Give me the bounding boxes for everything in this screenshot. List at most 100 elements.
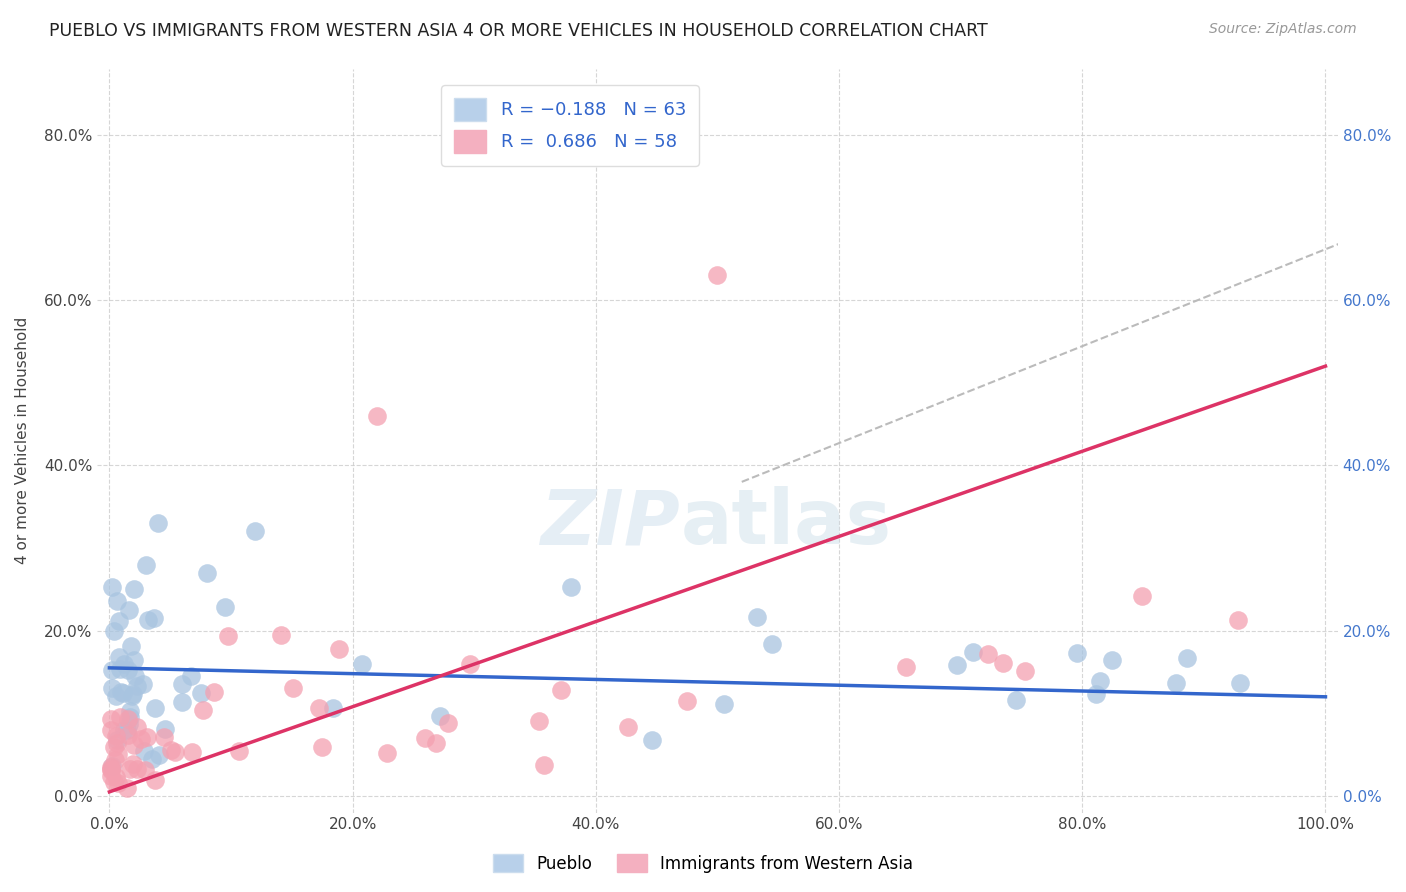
- Point: [1004, 693, 1026, 707]
- Point: [121, 689, 143, 703]
- Point: [120, 639, 142, 653]
- Point: [100, 763, 122, 777]
- Point: [142, 611, 165, 625]
- Point: [962, 645, 984, 659]
- Point: [101, 758, 124, 772]
- Point: [437, 716, 460, 731]
- Point: [146, 516, 169, 531]
- Point: [117, 728, 139, 742]
- Point: [125, 763, 148, 777]
- Point: [104, 752, 127, 766]
- Point: [124, 739, 146, 753]
- Point: [322, 701, 344, 715]
- Text: Source: ZipAtlas.com: Source: ZipAtlas.com: [1209, 22, 1357, 37]
- Point: [103, 775, 125, 789]
- Point: [129, 731, 152, 746]
- Point: [993, 656, 1015, 670]
- Point: [122, 687, 145, 701]
- Point: [533, 758, 555, 772]
- Point: [1101, 653, 1123, 667]
- Point: [1229, 676, 1251, 690]
- Point: [1085, 687, 1108, 701]
- Point: [181, 745, 204, 759]
- Point: [1164, 675, 1187, 690]
- Point: [100, 763, 122, 777]
- Legend: Pueblo, Immigrants from Western Asia: Pueblo, Immigrants from Western Asia: [486, 847, 920, 880]
- Point: [311, 739, 333, 754]
- Point: [1177, 650, 1199, 665]
- Point: [108, 649, 131, 664]
- Point: [122, 582, 145, 597]
- Point: [108, 662, 131, 676]
- Point: [138, 613, 160, 627]
- Point: [105, 732, 128, 747]
- Point: [115, 723, 138, 737]
- Point: [100, 712, 122, 726]
- Point: [1014, 664, 1036, 678]
- Point: [202, 685, 225, 699]
- Point: [172, 695, 194, 709]
- Point: [245, 524, 267, 539]
- Point: [100, 769, 122, 783]
- Point: [217, 629, 239, 643]
- Point: [190, 686, 212, 700]
- Point: [1066, 646, 1088, 660]
- Point: [214, 600, 236, 615]
- Point: [125, 720, 148, 734]
- Point: [425, 736, 447, 750]
- Point: [115, 780, 138, 795]
- Point: [152, 730, 174, 744]
- Point: [761, 637, 783, 651]
- Point: [415, 731, 437, 745]
- Point: [117, 712, 139, 726]
- Point: [195, 566, 218, 580]
- Point: [112, 657, 135, 672]
- Point: [560, 580, 582, 594]
- Point: [141, 752, 163, 766]
- Point: [350, 657, 373, 671]
- Point: [107, 775, 129, 789]
- Point: [366, 409, 388, 423]
- Point: [713, 697, 735, 711]
- Point: [108, 614, 131, 628]
- Point: [148, 747, 170, 762]
- Point: [745, 610, 768, 624]
- Point: [1088, 673, 1111, 688]
- Point: [145, 700, 167, 714]
- Point: [270, 628, 292, 642]
- Point: [676, 693, 699, 707]
- Point: [100, 760, 122, 774]
- Point: [117, 603, 139, 617]
- Point: [107, 747, 129, 761]
- Point: [1130, 590, 1153, 604]
- Point: [132, 677, 155, 691]
- Point: [118, 716, 141, 731]
- Point: [429, 709, 451, 723]
- Point: [283, 681, 305, 695]
- Point: [153, 722, 176, 736]
- Point: [120, 762, 142, 776]
- Point: [120, 705, 142, 719]
- Point: [641, 733, 664, 747]
- Point: [896, 659, 918, 673]
- Point: [228, 744, 250, 758]
- Point: [121, 756, 143, 771]
- Text: atlas: atlas: [681, 486, 891, 560]
- Point: [458, 657, 481, 672]
- Point: [124, 669, 146, 683]
- Point: [101, 580, 124, 594]
- Point: [550, 682, 572, 697]
- Point: [143, 773, 166, 788]
- Point: [117, 664, 139, 678]
- Point: [132, 744, 155, 758]
- Point: [101, 663, 124, 677]
- Point: [112, 723, 135, 737]
- Point: [112, 686, 135, 700]
- Y-axis label: 4 or more Vehicles in Household: 4 or more Vehicles in Household: [15, 317, 30, 564]
- Point: [110, 709, 132, 723]
- Point: [118, 710, 141, 724]
- Point: [103, 739, 125, 754]
- Point: [105, 771, 128, 785]
- Point: [100, 723, 122, 738]
- Point: [163, 745, 186, 759]
